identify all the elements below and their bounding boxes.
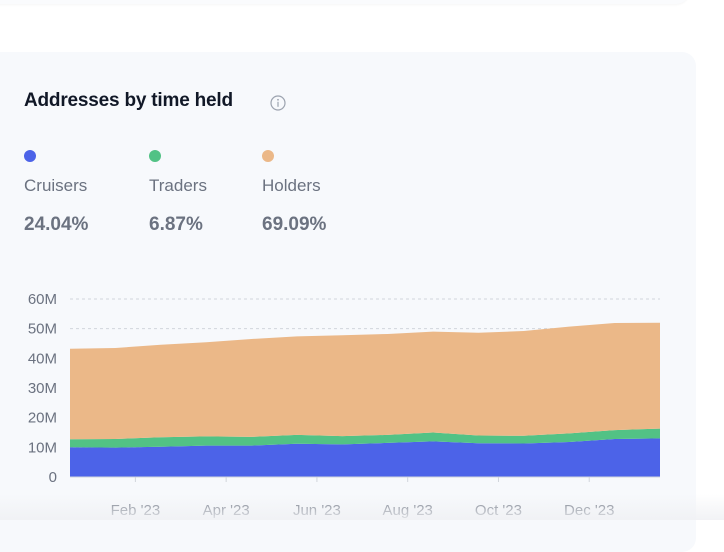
- chart-title: Addresses by time held: [24, 90, 233, 111]
- legend-value-holders: 69.09%: [262, 214, 327, 235]
- y-tick-label: 10M: [28, 439, 57, 456]
- stacked-area-chart[interactable]: 0 10M 20M 30M 40M 50M 60M Feb '23 Apr '23 Jun '23…: [0, 0, 724, 520]
- legend-label-cruisers: Cruisers: [24, 176, 88, 195]
- legend-label-holders: Holders: [262, 176, 321, 195]
- legend-dot-holders: [262, 150, 274, 162]
- legend-dot-traders: [149, 150, 161, 162]
- x-tick-label: Aug '23: [382, 502, 432, 519]
- legend-item-traders: Traders 6.87%: [149, 150, 207, 235]
- x-tick-label: Feb '23: [111, 502, 161, 519]
- y-tick-label: 60M: [28, 291, 57, 308]
- y-tick-label: 30M: [28, 380, 57, 397]
- area-traders[interactable]: [70, 428, 660, 448]
- legend-value-traders: 6.87%: [149, 214, 203, 235]
- info-icon[interactable]: [270, 95, 286, 111]
- legend-value-cruisers: 24.04%: [24, 214, 89, 235]
- y-tick-label: 50M: [28, 321, 57, 338]
- area-cruisers[interactable]: [70, 438, 660, 477]
- area-holders[interactable]: [70, 322, 660, 440]
- x-tick-label: Apr '23: [203, 502, 250, 519]
- legend-item-holders: Holders 69.09%: [262, 150, 326, 235]
- y-tick-label: 40M: [28, 350, 57, 367]
- previous-card: [0, 0, 690, 4]
- x-tick-label: Jun '23: [293, 502, 341, 519]
- x-tick-label: Dec '23: [564, 502, 614, 519]
- y-tick-label: 20M: [28, 410, 57, 427]
- x-tick-label: Oct '23: [475, 502, 522, 519]
- legend-item-cruisers: Cruisers 24.04%: [24, 150, 88, 235]
- legend-dot-cruisers: [24, 150, 36, 162]
- legend-label-traders: Traders: [149, 176, 207, 195]
- y-tick-label: 0: [49, 469, 57, 486]
